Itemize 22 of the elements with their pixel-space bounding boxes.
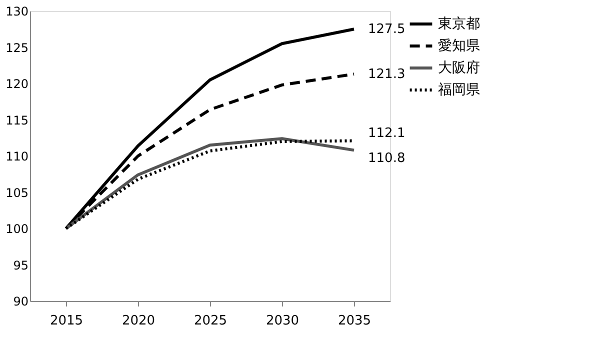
y-tick-label: 110	[6, 150, 28, 164]
y-tick-label: 100	[6, 222, 28, 236]
y-tick-label: 90	[13, 294, 28, 308]
x-tick-label: 2020	[122, 314, 156, 328]
legend-label: 愛知県	[438, 38, 480, 54]
y-tick-label: 95	[13, 258, 28, 272]
y-tick-label: 125	[6, 40, 28, 55]
data-label: 121.3	[368, 67, 406, 82]
x-tick-label: 2035	[338, 314, 372, 328]
y-tick-label: 130	[6, 4, 28, 18]
x-tick-label: 2030	[266, 314, 300, 328]
y-tick-label: 105	[6, 186, 28, 200]
y-tick-label: 115	[6, 113, 28, 128]
data-label: 112.1	[368, 126, 406, 141]
legend-label: 東京都	[438, 16, 480, 32]
x-tick-label: 2015	[50, 314, 84, 328]
legend-label: 福岡県	[438, 82, 480, 98]
data-label: 110.8	[368, 151, 406, 166]
y-tick-label: 120	[6, 77, 28, 91]
legend-label: 大阪府	[438, 60, 480, 76]
data-label: 127.5	[368, 22, 406, 38]
x-tick-label: 2025	[194, 314, 228, 328]
